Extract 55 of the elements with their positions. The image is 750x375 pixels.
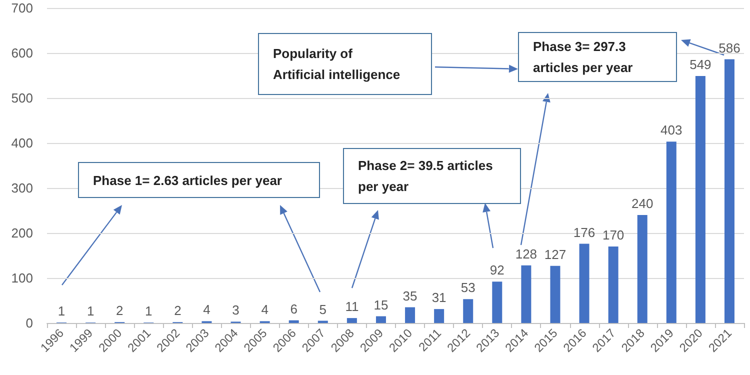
callout-box: Phase 3= 297.3 articles per year <box>518 32 677 82</box>
annotation: Popularity of Artificial intelligence <box>273 45 402 84</box>
bar <box>405 307 416 323</box>
bar <box>492 282 502 323</box>
y-tick-label: 300 <box>11 180 33 196</box>
data-label: 35 <box>402 288 418 304</box>
y-tick-label: 200 <box>11 226 33 240</box>
bar <box>434 309 444 323</box>
data-label: 92 <box>490 262 504 278</box>
data-label: 176 <box>573 224 596 240</box>
y-tick-label: 0 <box>26 316 33 330</box>
data-label: 15 <box>374 297 388 312</box>
bar <box>521 265 532 323</box>
y-tick-label: 700 <box>11 0 33 16</box>
data-label: 549 <box>690 56 712 72</box>
data-label: 3 <box>232 302 240 318</box>
data-label: 4 <box>261 302 268 318</box>
callout-box: Popularity of Artificial intelligence <box>258 33 432 95</box>
data-label: 127 <box>544 246 566 262</box>
data-label: 1 <box>145 304 152 319</box>
bar <box>376 316 386 323</box>
y-tick-label: 600 <box>11 46 33 60</box>
bar <box>695 76 706 323</box>
data-label: 11 <box>345 299 359 314</box>
bar <box>579 244 590 323</box>
data-label: 1 <box>86 304 94 319</box>
data-label: 5 <box>319 302 327 317</box>
data-label: 4 <box>203 302 210 318</box>
data-label: 170 <box>602 228 624 242</box>
data-label: 6 <box>290 301 298 316</box>
annotation: Phase 3= 297.3 articles per year <box>533 38 634 77</box>
data-label: 2 <box>174 303 182 318</box>
data-label: 240 <box>632 196 654 211</box>
bar <box>550 266 560 323</box>
data-label: 128 <box>515 246 538 262</box>
bar <box>666 142 676 323</box>
bar <box>288 320 299 323</box>
bar <box>608 246 618 323</box>
annotation: Phase 2= 39.5 articles per year <box>358 157 494 196</box>
annotation: Phase 1= 2.63 articles per year <box>93 172 283 190</box>
bar <box>346 318 357 323</box>
bar <box>637 215 648 323</box>
y-tick-label: 500 <box>11 90 33 106</box>
data-label: 31 <box>432 290 446 306</box>
y-tick-label: 400 <box>11 136 33 150</box>
callout-box: Phase 1= 2.63 articles per year <box>78 162 320 198</box>
callout-box: Phase 2= 39.5 articles per year <box>343 148 521 204</box>
y-tick-label: 100 <box>11 270 33 286</box>
bar <box>724 59 734 323</box>
data-label: 586 <box>718 40 740 56</box>
data-label: 1 <box>58 304 66 319</box>
bar <box>463 299 474 323</box>
data-label: 53 <box>460 280 476 296</box>
data-label: 2 <box>116 303 124 318</box>
data-label: 403 <box>660 122 682 138</box>
